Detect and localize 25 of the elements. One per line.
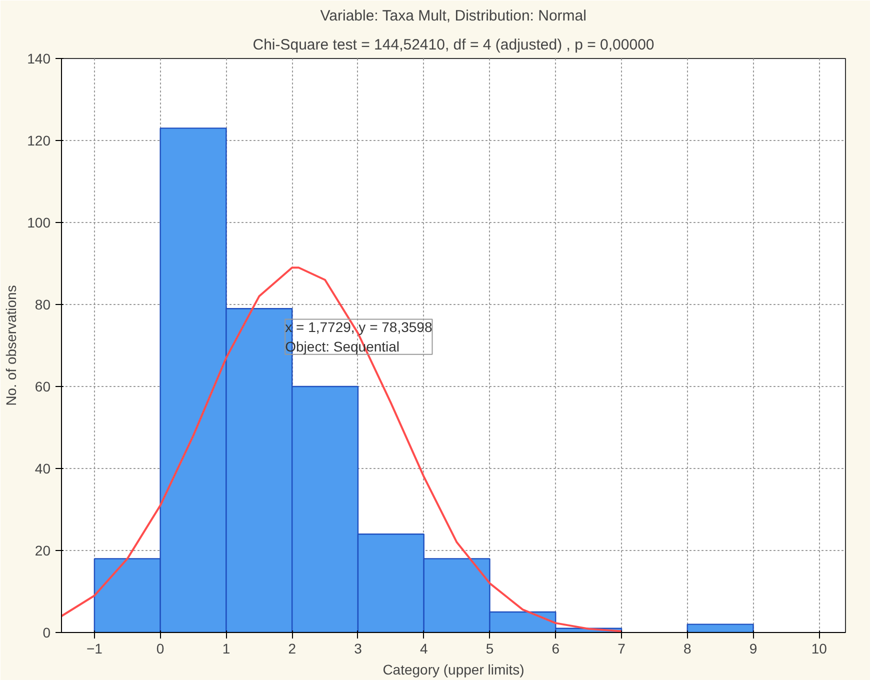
x-tick-label: 8 bbox=[683, 640, 692, 656]
chart-subtitle: Chi-Square test = 144,52410, df = 4 (adjusted) , p = 0,00000 bbox=[252, 36, 654, 54]
x-tick-label: 9 bbox=[749, 640, 758, 656]
y-tick-label: 60 bbox=[34, 378, 51, 394]
y-tick-label: 140 bbox=[27, 50, 51, 66]
chart-title: Variable: Taxa Mult, Distribution: Normal bbox=[320, 8, 586, 24]
x-tick-label: 4 bbox=[420, 640, 428, 656]
x-tick-label: 5 bbox=[486, 640, 494, 656]
x-tick-label: 3 bbox=[354, 640, 362, 656]
y-tick-label: 0 bbox=[42, 624, 51, 640]
x-tick-label: 7 bbox=[618, 640, 626, 656]
y-tick-label: 100 bbox=[27, 214, 51, 230]
line-series bbox=[62, 266, 622, 632]
y-tick-label: 120 bbox=[27, 132, 51, 148]
x-tick-label: 6 bbox=[552, 640, 560, 656]
y-tick-label: 20 bbox=[34, 542, 51, 558]
x-tick-label: 0 bbox=[156, 640, 164, 656]
x-tick-label: 1 bbox=[222, 640, 230, 656]
x-tick-label: −1 bbox=[86, 640, 103, 656]
x-axis-title: Category (upper limits) bbox=[382, 662, 524, 678]
x-tick-label: 10 bbox=[811, 640, 828, 656]
x-tick-label: 2 bbox=[288, 640, 296, 656]
y-tick-label: 80 bbox=[34, 296, 51, 312]
y-axis-title: No. of observations bbox=[3, 285, 20, 406]
y-tick-label: 40 bbox=[34, 460, 51, 476]
